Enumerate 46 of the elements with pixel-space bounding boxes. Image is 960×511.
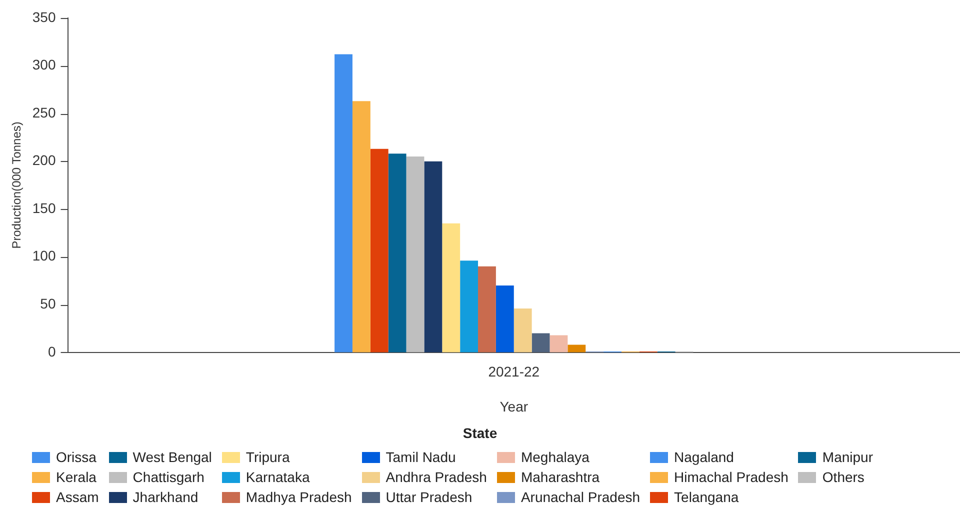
legend-label: Himachal Pradesh	[674, 469, 788, 485]
legend-title: State	[462, 425, 498, 441]
y-tick-label: 0	[48, 343, 56, 360]
legend-label: Andhra Pradesh	[386, 469, 487, 485]
y-tick-label: 50	[40, 295, 56, 312]
x-tick-label: 2021-22	[488, 364, 540, 380]
legend-label: West Bengal	[132, 449, 212, 465]
legend-label: Arunachal Pradesh	[520, 489, 640, 505]
y-tick-label: 150	[32, 200, 56, 216]
legend-label: Orissa	[56, 449, 96, 465]
legend-label: Madhya Pradesh	[246, 489, 352, 505]
bar	[532, 333, 550, 352]
bar	[424, 161, 442, 352]
legend-label: Manipur	[822, 449, 874, 465]
legend-label: Uttar Pradesh	[386, 489, 472, 505]
bar	[478, 266, 496, 352]
bar	[352, 101, 370, 352]
y-axis-title: Production(000 Tonnes)	[10, 122, 24, 249]
bar	[334, 54, 352, 352]
y-tick-label: 350	[32, 8, 56, 25]
bar	[370, 148, 388, 352]
bar	[460, 260, 478, 352]
bar	[442, 223, 460, 352]
bar	[550, 335, 568, 352]
y-tick-label: 100	[32, 248, 56, 264]
y-tick-label: 200	[32, 152, 56, 168]
legend-label: Others	[822, 469, 864, 485]
bar	[388, 154, 406, 352]
bar	[514, 308, 532, 352]
legend-label: Karnataka	[246, 469, 310, 485]
legend-label: Nagaland	[674, 449, 734, 465]
legend-label: Tripura	[246, 449, 290, 465]
legend-label: Meghalaya	[520, 449, 590, 465]
legend-label: Telangana	[674, 489, 739, 505]
legend-label: Tamil Nadu	[386, 449, 456, 465]
bar	[568, 344, 586, 352]
y-tick-label: 250	[32, 104, 56, 120]
legend-label: Chattisgarh	[132, 469, 204, 485]
bar	[406, 156, 424, 352]
legend-label: Maharashtra	[520, 469, 600, 485]
x-axis-title: Year	[500, 398, 528, 414]
y-tick-label: 300	[32, 56, 56, 73]
legend-label: Jharkhand	[132, 489, 198, 505]
legend-label: Assam	[56, 489, 99, 505]
legend-label: Kerala	[56, 469, 96, 485]
bar	[496, 286, 514, 352]
